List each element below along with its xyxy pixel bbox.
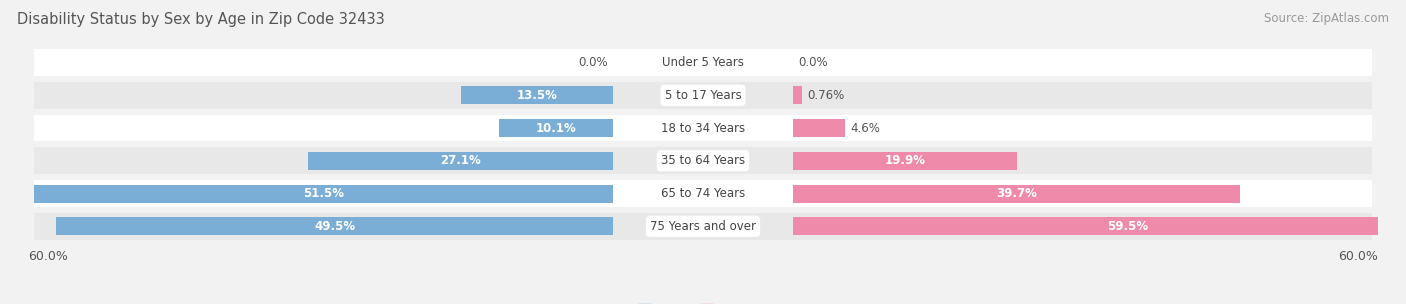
Bar [34, 213, 1372, 240]
Text: 35 to 64 Years: 35 to 64 Years [661, 154, 745, 167]
Bar [793, 185, 1240, 202]
Text: 49.5%: 49.5% [314, 220, 356, 233]
Text: 27.1%: 27.1% [440, 154, 481, 167]
Text: 60.0%: 60.0% [28, 250, 67, 263]
Text: 51.5%: 51.5% [302, 187, 344, 200]
Text: Disability Status by Sex by Age in Zip Code 32433: Disability Status by Sex by Age in Zip C… [17, 12, 385, 27]
Legend: Male, Female: Male, Female [633, 299, 773, 304]
Text: 13.5%: 13.5% [516, 89, 558, 102]
Text: 39.7%: 39.7% [995, 187, 1036, 200]
Bar [34, 49, 1372, 76]
Bar [461, 86, 613, 104]
Bar [793, 119, 845, 137]
Text: 10.1%: 10.1% [536, 122, 576, 134]
Bar [793, 86, 801, 104]
Bar [793, 217, 1406, 235]
Text: Source: ZipAtlas.com: Source: ZipAtlas.com [1264, 12, 1389, 25]
Text: 4.6%: 4.6% [851, 122, 880, 134]
Text: 0.76%: 0.76% [807, 89, 845, 102]
Text: 5 to 17 Years: 5 to 17 Years [665, 89, 741, 102]
Text: 75 Years and over: 75 Years and over [650, 220, 756, 233]
Bar [34, 185, 613, 202]
Bar [56, 217, 613, 235]
Bar [308, 152, 613, 170]
Text: 59.5%: 59.5% [1107, 220, 1149, 233]
Bar [34, 115, 1372, 141]
Text: 60.0%: 60.0% [1339, 250, 1378, 263]
Text: 65 to 74 Years: 65 to 74 Years [661, 187, 745, 200]
Text: 0.0%: 0.0% [578, 56, 607, 69]
Bar [34, 180, 1372, 207]
Text: 19.9%: 19.9% [884, 154, 925, 167]
Bar [34, 82, 1372, 109]
Text: 18 to 34 Years: 18 to 34 Years [661, 122, 745, 134]
Bar [34, 147, 1372, 174]
Text: 0.0%: 0.0% [799, 56, 828, 69]
Text: Under 5 Years: Under 5 Years [662, 56, 744, 69]
Bar [793, 152, 1017, 170]
Bar [499, 119, 613, 137]
